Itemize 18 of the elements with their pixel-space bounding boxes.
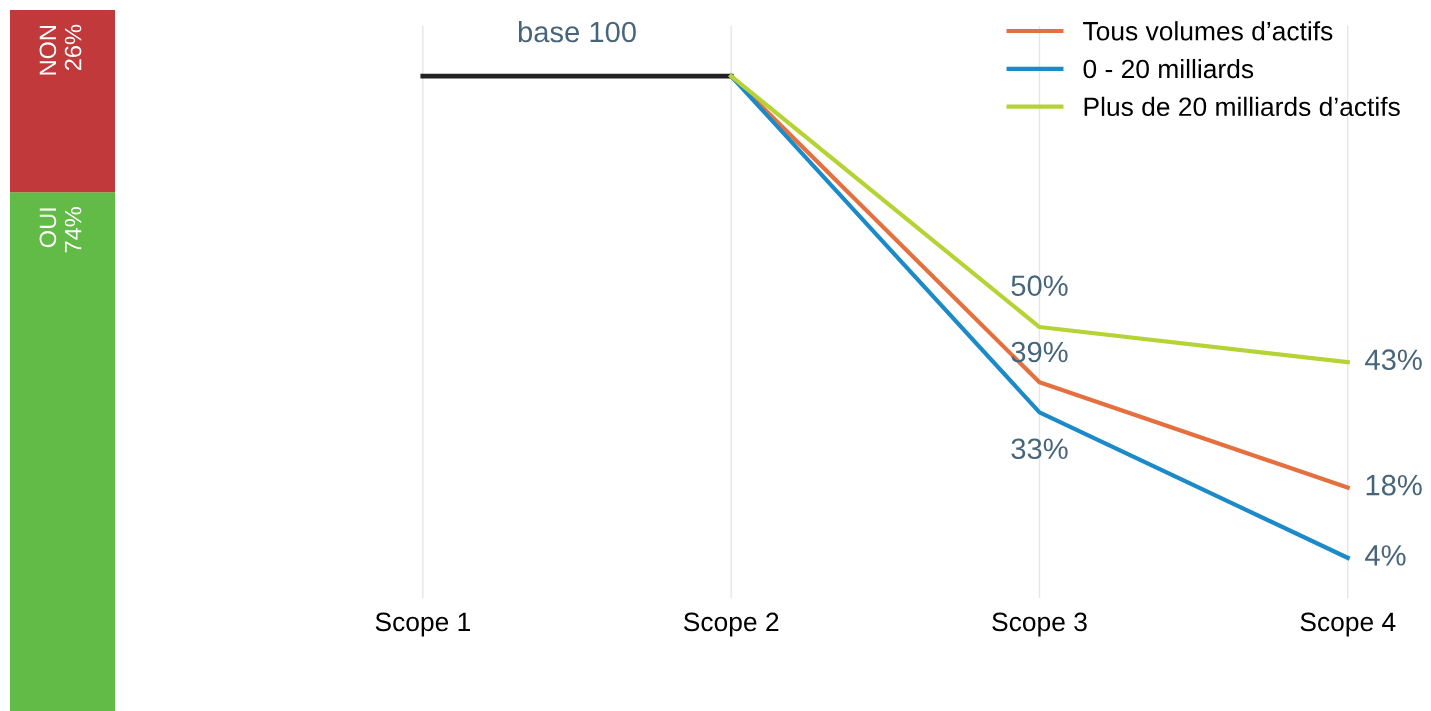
legend-label: 0 - 20 milliards xyxy=(1083,58,1254,79)
data-label: 4% xyxy=(1365,545,1406,566)
data-label: 26% xyxy=(64,24,82,71)
data-label: 50% xyxy=(1011,275,1068,296)
data-label: 43% xyxy=(1365,349,1422,370)
x-tick-label: Scope 3 xyxy=(992,612,1087,637)
data-label: 33% xyxy=(1011,438,1068,460)
x-tick-label: Scope 4 xyxy=(1300,612,1396,637)
legend-label: Tous volumes d’actifs xyxy=(1083,21,1333,41)
series-label: base 100 xyxy=(518,20,636,43)
series-label: OUI xyxy=(39,208,57,248)
series-label: NON xyxy=(39,25,57,75)
data-label: 39% xyxy=(1011,341,1068,363)
x-tick-label: Scope 2 xyxy=(683,612,779,637)
data-label: 74% xyxy=(64,207,82,253)
data-label: 18% xyxy=(1366,474,1422,496)
x-tick-label: Scope 1 xyxy=(375,612,471,637)
legend-label: Plus de 20 milliards d’actifs xyxy=(1084,96,1400,117)
